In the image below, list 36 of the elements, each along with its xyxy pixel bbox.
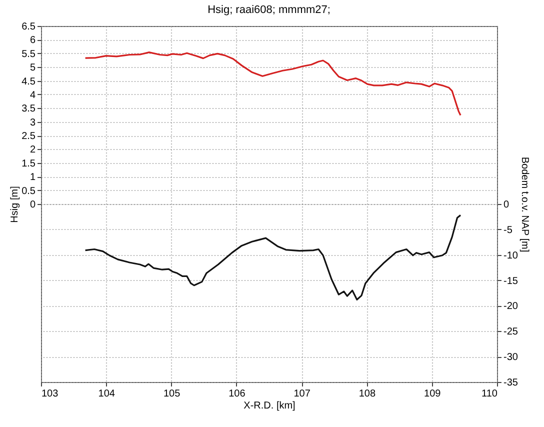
y2-tick-label: -35 [504, 378, 518, 388]
y2-tick-label: 0 [504, 200, 510, 210]
y-tick-label: 4.5 [22, 76, 36, 88]
y2-tick-label: -10 [504, 250, 518, 262]
y-tick-label: 3 [30, 117, 36, 128]
y2-tick-label: -15 [504, 276, 518, 287]
y2-tick-label: -30 [504, 352, 518, 364]
x-tick-label: 105 [163, 388, 181, 400]
y2-tick-label: -5 [504, 224, 513, 236]
x-tick-label: 108 [358, 388, 376, 400]
y-tick-label: 0 [30, 200, 36, 210]
x-tick-label: 110 [482, 388, 498, 400]
x-axis-title: X-R.D. [km] [244, 400, 296, 412]
y-tick-label: 5.5 [22, 48, 36, 60]
x-tick-label: 104 [98, 388, 116, 400]
x-tick-label: 107 [294, 388, 311, 400]
y2-tick-label: -25 [504, 326, 518, 338]
y-tick-label: 1.5 [22, 158, 36, 170]
y-tick-label: 0.5 [22, 186, 36, 197]
y-tick-label: 4 [30, 90, 36, 101]
line-series [84, 214, 462, 300]
x-tick-label: 109 [424, 388, 442, 400]
y2-tick-label: -20 [504, 301, 518, 312]
y-tick-label: 2 [30, 144, 36, 156]
chart-title: Hsig; raai608; mmmm27; [208, 4, 330, 16]
x-tick-label: 106 [228, 388, 246, 400]
y-tick-label: 6.5 [22, 22, 36, 32]
x-tick-label: 103 [42, 388, 59, 400]
y-tick-label: 5 [30, 62, 36, 74]
y2-axis-title: Bodem t.o.v. NAP [m] [518, 156, 530, 252]
y-tick-label: 2.5 [22, 131, 36, 142]
y-tick-label: 1 [30, 172, 36, 184]
y-axis-title: Hsig [m] [10, 186, 21, 223]
y-tick-label: 3.5 [22, 104, 36, 115]
y-tick-label: 6 [30, 35, 36, 46]
line-series [84, 51, 462, 116]
